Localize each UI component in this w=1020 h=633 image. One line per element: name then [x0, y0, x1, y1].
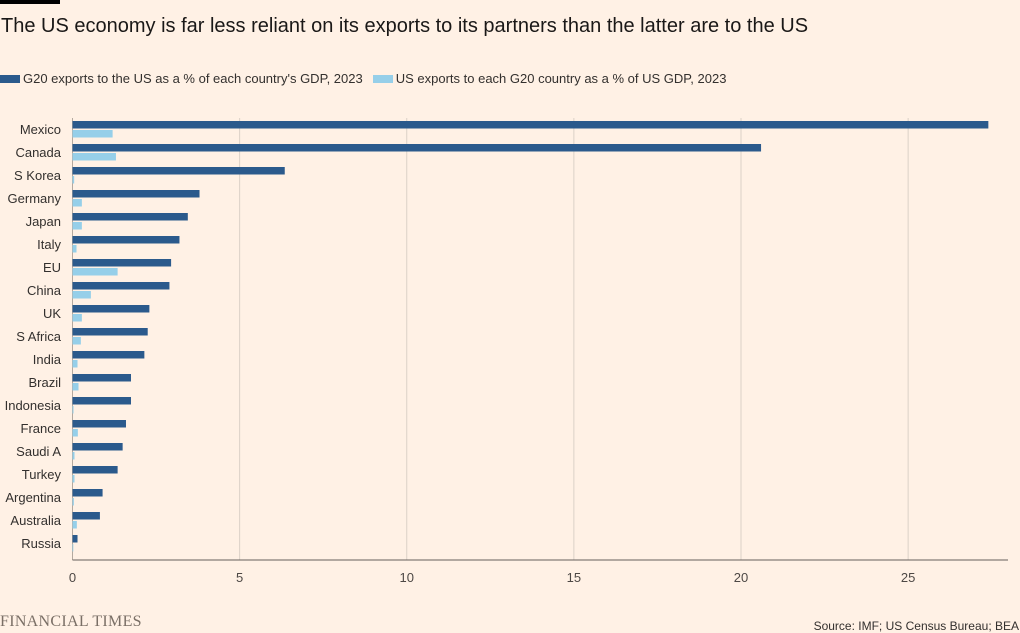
top-accent-bar [0, 0, 60, 4]
chart-title: The US economy is far less reliant on it… [1, 15, 809, 37]
category-label-brazil: Brazil [28, 375, 61, 390]
source-note: Source: IMF; US Census Bureau; BEA [813, 619, 1019, 633]
category-label-turkey: Turkey [22, 467, 62, 482]
x-tick-label-20: 20 [734, 570, 748, 585]
bar-japan-series-2 [72, 222, 82, 230]
category-label-indonesia: Indonesia [5, 398, 62, 413]
bar-canada-series-2 [72, 153, 116, 161]
category-label-uk: UK [43, 306, 61, 321]
legend-item-us-exports: US exports to each G20 country as a % of… [372, 71, 727, 86]
legend-item-g20-exports: G20 exports to the US as a % of each cou… [0, 71, 363, 86]
category-label-eu: EU [43, 260, 61, 275]
bar-turkey-series-2 [72, 475, 75, 483]
bar-france-series-2 [72, 429, 78, 437]
category-label-india: India [33, 352, 62, 367]
bar-eu-series-1 [72, 259, 172, 267]
legend-label-g20-exports: G20 exports to the US as a % of each cou… [23, 71, 363, 86]
bar-indonesia-series-1 [72, 397, 131, 405]
bar-chart: 0 5 10 15 20 25 Mexico Canada S Korea Germany Japa… [5, 118, 1008, 585]
bar-india-series-1 [72, 351, 145, 359]
bar-australia-series-1 [72, 512, 100, 520]
bar-china-series-1 [72, 282, 170, 290]
category-label-argentina: Argentina [5, 490, 61, 505]
bar-italy-series-1 [72, 236, 180, 244]
bar-argentina-series-1 [72, 489, 103, 497]
bar-brazil-series-1 [72, 374, 131, 382]
bar-india-series-2 [72, 360, 78, 368]
bar-china-series-2 [72, 291, 91, 299]
bar-argentina-series-2 [72, 498, 74, 506]
bar-russia-series-1 [72, 535, 78, 543]
category-label-australia: Australia [10, 513, 61, 528]
bar-australia-series-2 [72, 521, 77, 529]
bar-france-series-1 [72, 420, 126, 428]
bar-mexico-series-1 [72, 121, 989, 129]
legend-swatch-us-exports [372, 74, 393, 83]
category-label-china: China [27, 283, 62, 298]
bar-saudi-a-series-1 [72, 443, 123, 451]
category-label-s-africa: S Africa [16, 329, 62, 344]
category-label-russia: Russia [21, 536, 62, 551]
category-label-canada: Canada [15, 145, 61, 160]
bar-turkey-series-1 [72, 466, 118, 474]
x-tick-label-10: 10 [400, 570, 414, 585]
bar-mexico-series-2 [72, 130, 113, 138]
bar-italy-series-2 [72, 245, 77, 253]
bar-uk-series-1 [72, 305, 150, 313]
bar-germany-series-1 [72, 190, 200, 198]
bar-uk-series-2 [72, 314, 82, 322]
category-label-s-korea: S Korea [14, 168, 62, 183]
ft-logo: FINANCIAL TIMES [0, 613, 142, 630]
x-tick-label-25: 25 [901, 570, 915, 585]
x-tick-label-0: 0 [69, 570, 76, 585]
category-label-japan: Japan [26, 214, 61, 229]
chart-legend: G20 exports to the US as a % of each cou… [0, 71, 736, 86]
x-tick-label-15: 15 [567, 570, 581, 585]
bar-s-korea-series-1 [72, 167, 285, 175]
category-label-mexico: Mexico [20, 122, 61, 137]
bar-s-korea-series-2 [72, 176, 75, 184]
bar-canada-series-1 [72, 144, 762, 152]
category-label-italy: Italy [37, 237, 61, 252]
bar-eu-series-2 [72, 268, 118, 276]
bar-s-africa-series-1 [72, 328, 148, 336]
bar-indonesia-series-2 [72, 406, 74, 414]
legend-swatch-g20-exports [0, 74, 20, 83]
bar-japan-series-1 [72, 213, 188, 221]
category-label-france: France [21, 421, 61, 436]
bar-germany-series-2 [72, 199, 82, 207]
category-label-saudi-a: Saudi A [16, 444, 61, 459]
category-label-germany: Germany [8, 191, 62, 206]
bar-saudi-a-series-2 [72, 452, 75, 460]
bar-s-africa-series-2 [72, 337, 81, 345]
bar-brazil-series-2 [72, 383, 79, 391]
x-tick-label-5: 5 [236, 570, 243, 585]
bar-russia-series-2 [72, 544, 74, 552]
legend-label-us-exports: US exports to each G20 country as a % of… [395, 71, 727, 86]
